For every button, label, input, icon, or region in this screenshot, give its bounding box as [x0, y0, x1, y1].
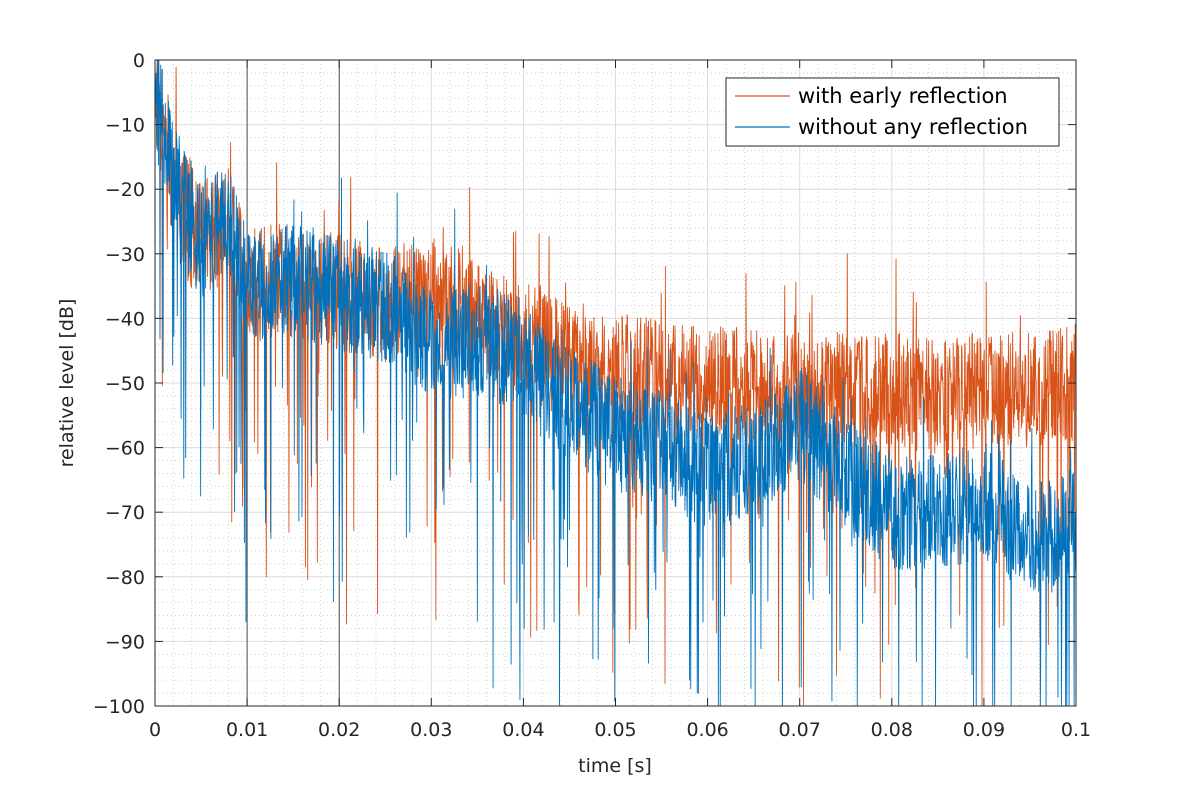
x-tick-label: 0.08 [871, 719, 913, 741]
x-tick-label: 0.03 [410, 719, 452, 741]
y-tick-label: −90 [105, 631, 145, 653]
y-tick-labels: 0 −10 −20 −30 −40 −50 −60 −70 −80 −90 −100 [93, 50, 145, 718]
y-tick-label: −20 [105, 179, 145, 201]
y-axis-label: relative level [dB] [56, 299, 78, 468]
y-tick-label: −80 [105, 567, 145, 589]
x-tick-labels: 0 0.01 0.02 0.03 0.04 0.05 0.06 0.07 0.08 0.09 0.1 [149, 719, 1091, 741]
x-tick-label: 0.02 [318, 719, 360, 741]
y-tick-label: −100 [93, 696, 145, 718]
x-tick-label: 0.01 [226, 719, 268, 741]
y-tick-label: −40 [105, 308, 145, 330]
x-tick-label: 0 [149, 719, 161, 741]
legend-entry-with-early-reflection: with early reflection [798, 84, 1008, 108]
legend-box [725, 77, 1060, 147]
x-tick-label: 0.09 [963, 719, 1005, 741]
y-tick-label: −50 [105, 373, 145, 395]
legend: with early reflection without any reflec… [725, 77, 1060, 147]
series-line-1 [155, 60, 1076, 706]
y-tick-label: 0 [133, 50, 145, 72]
legend-entry-without-any-reflection: without any reflection [798, 115, 1028, 139]
y-tick-label: −70 [105, 502, 145, 524]
x-tick-label: 0.1 [1061, 719, 1091, 741]
x-tick-label: 0.06 [686, 719, 728, 741]
x-tick-label: 0.05 [594, 719, 636, 741]
x-tick-label: 0.04 [502, 719, 544, 741]
x-tick-label: 0.07 [779, 719, 821, 741]
y-tick-label: −60 [105, 438, 145, 460]
y-tick-label: −10 [105, 115, 145, 137]
series-layer [155, 60, 1076, 706]
ticks [154, 59, 1077, 707]
y-tick-label: −30 [105, 244, 145, 266]
x-axis-label: time [s] [578, 755, 652, 777]
